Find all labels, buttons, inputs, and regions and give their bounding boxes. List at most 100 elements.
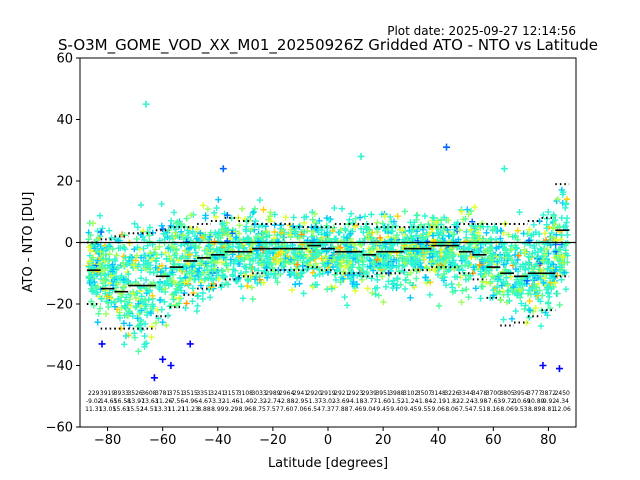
y-tick-label: 40: [56, 113, 73, 128]
scatter-point: [534, 280, 542, 287]
scatter-point: [108, 234, 115, 241]
scatter-point: [202, 260, 210, 267]
scatter-point: [121, 245, 129, 253]
scatter-point: [193, 235, 201, 242]
bin-mean: -11.26: [153, 398, 173, 405]
scatter-point: [463, 228, 470, 236]
scatter-point: [186, 251, 194, 259]
scatter-point: [266, 256, 274, 263]
scatter-point: [249, 240, 257, 247]
bin-count: 3805: [499, 390, 514, 397]
outlier-point: [442, 143, 450, 151]
scatter-point: [296, 280, 303, 287]
scatter-point: [331, 235, 338, 243]
scatter-point: [437, 263, 444, 271]
scatter-point: [277, 256, 285, 263]
scatter-point: [440, 232, 447, 239]
scatter-point: [315, 252, 322, 259]
scatter-point: [251, 205, 259, 213]
scatter-point: [337, 226, 345, 233]
scatter-point: [558, 263, 565, 271]
scatter-point: [282, 214, 289, 221]
scatter-point: [497, 235, 504, 242]
scatter-point: [525, 260, 532, 267]
scatter-point: [533, 261, 540, 268]
bin-count: 3033: [251, 390, 266, 397]
scatter-point: [386, 245, 394, 252]
scatter-point: [102, 310, 110, 318]
scatter-point: [356, 214, 364, 221]
scatter-point: [355, 264, 362, 271]
scatter-point: [562, 285, 570, 293]
scatter-point: [201, 267, 208, 274]
scatter-point: [537, 298, 544, 305]
scatter-point: [508, 315, 516, 323]
bin-count: 3872: [541, 390, 556, 397]
scatter-point: [530, 221, 538, 228]
outlier-point: [98, 340, 106, 348]
scatter-point: [330, 224, 338, 231]
scatter-point: [355, 257, 362, 265]
scatter-point: [540, 279, 547, 287]
scatter-point: [157, 268, 165, 276]
scatter-point: [197, 230, 204, 237]
x-tick-label: 40: [430, 433, 447, 448]
scatter-point: [228, 230, 236, 237]
y-tick-label: −40: [46, 359, 73, 374]
scatter-point: [560, 254, 567, 261]
scatter-point: [309, 216, 316, 223]
scatter-point: [347, 243, 355, 251]
scatter-point: [196, 238, 204, 245]
scatter-point: [243, 223, 250, 230]
y-axis-ticks: −60 −40 −20 0 20 40 60: [46, 52, 80, 436]
scatter-point: [393, 282, 401, 289]
scatter-point: [498, 282, 506, 289]
scatter-point: [247, 213, 254, 221]
scatter-point: [288, 286, 296, 294]
scatter-point: [108, 299, 115, 307]
scatter-point: [440, 270, 448, 278]
bin-count: 3157: [224, 390, 239, 397]
scatter-point: [470, 264, 477, 271]
scatter-point: [184, 234, 191, 241]
bin-stddev: 11.31: [85, 406, 102, 413]
scatter-point: [431, 266, 438, 273]
scatter-point: [177, 242, 185, 249]
scatter-point: [249, 209, 256, 217]
scatter-point: [517, 294, 524, 301]
scatter-point: [522, 302, 529, 309]
bin-stddev: 7.06: [294, 406, 308, 413]
x-tick-label: 0: [324, 433, 332, 448]
scatter-point: [95, 310, 102, 317]
scatter-point: [249, 295, 256, 303]
scatter-point: [162, 265, 169, 272]
scatter-point: [121, 303, 129, 310]
scatter-point: [287, 256, 295, 264]
scatter-point: [521, 305, 528, 313]
scatter-point: [110, 266, 117, 273]
bin-count: 2941: [293, 390, 308, 397]
scatter-point: [491, 274, 498, 282]
scatter-point: [474, 248, 481, 256]
scatter-point: [114, 281, 121, 288]
scatter-point: [442, 281, 450, 289]
scatter-point: [540, 257, 547, 264]
scatter-point: [155, 315, 162, 322]
scatter-point: [238, 283, 245, 290]
bin-count: 2920: [307, 390, 322, 397]
scatter-point: [137, 201, 145, 209]
scatter-point: [558, 276, 565, 283]
scatter-point: [303, 266, 310, 273]
scatter-point: [518, 300, 525, 307]
scatter-point: [462, 215, 469, 223]
scatter-point: [209, 268, 216, 275]
scatter-point: [156, 280, 164, 287]
scatter-point: [202, 231, 209, 238]
scatter-point: [562, 201, 570, 208]
scatter-point: [162, 249, 169, 256]
scatter-point: [215, 275, 222, 283]
scatter-point: [385, 278, 392, 285]
scatter-point: [480, 223, 487, 230]
scatter-point: [402, 228, 409, 235]
scatter-point: [461, 244, 468, 251]
